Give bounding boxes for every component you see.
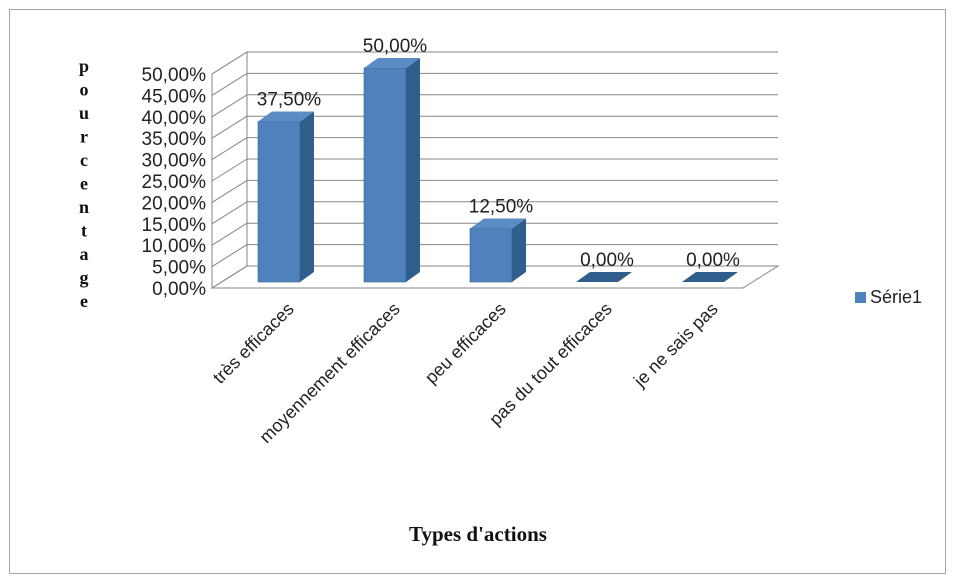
- data-label: 0,00%: [686, 250, 740, 271]
- y-axis-label-letter: e: [80, 291, 88, 311]
- y-tick-label: 40,00%: [142, 108, 207, 129]
- category-label: peu efficaces: [421, 299, 510, 388]
- y-tick-label: 25,00%: [142, 172, 207, 193]
- chart-frame: [9, 9, 946, 574]
- gridline-depth: [211, 179, 248, 203]
- y-axis-label-letter: a: [80, 244, 89, 264]
- y-axis-label-letter: o: [80, 80, 89, 100]
- data-label: 50,00%: [363, 36, 428, 57]
- category-label: pas du tout efficaces: [485, 299, 616, 430]
- y-tick-label: 35,00%: [142, 129, 207, 150]
- y-axis-label-letter: r: [80, 127, 88, 147]
- y-tick-label: 30,00%: [142, 151, 207, 172]
- bars: [257, 58, 738, 283]
- y-axis-label-letter: p: [79, 56, 89, 76]
- gridline-depth: [211, 51, 248, 75]
- y-tick-label: 10,00%: [142, 236, 207, 257]
- legend-swatch: [855, 292, 866, 303]
- y-axis-label-letter: g: [80, 268, 89, 288]
- y-axis-label-letter: t: [81, 221, 87, 241]
- gridline-depth: [211, 94, 248, 118]
- y-tick-label: 5,00%: [152, 258, 206, 279]
- data-labels: 37,50% 50,00% 12,50% 0,00% 0,00%: [257, 36, 740, 271]
- y-axis-label-letter: c: [80, 150, 88, 170]
- gridline-depth: [211, 72, 248, 96]
- bar: [576, 272, 632, 282]
- data-label: 0,00%: [580, 250, 634, 271]
- y-axis-label-letter: e: [80, 174, 88, 194]
- gridline-depth: [211, 265, 248, 289]
- y-tick-label: 20,00%: [142, 193, 207, 214]
- y-tick-label: 50,00%: [142, 65, 207, 86]
- gridline-depth: [211, 158, 248, 182]
- y-tick-label: 0,00%: [152, 279, 206, 300]
- y-tick-label: 15,00%: [142, 215, 207, 236]
- gridline-depth: [211, 222, 248, 246]
- category-label: très efficaces: [209, 299, 298, 388]
- gridline-depth: [211, 201, 248, 225]
- y-tick-label: 45,00%: [142, 86, 207, 107]
- y-axis-tick-labels: 0,00%5,00%10,00%15,00%20,00%25,00%30,00%…: [142, 65, 207, 300]
- gridline-depth: [211, 115, 248, 139]
- legend-entry-serie1: Série1: [870, 287, 922, 307]
- category-label: je ne sais pas: [629, 299, 722, 392]
- bar: [469, 218, 526, 283]
- gridlines: [211, 51, 778, 289]
- bar: [682, 272, 738, 282]
- data-label: 12,50%: [469, 197, 534, 218]
- gridline-depth: [211, 137, 248, 161]
- data-label: 37,50%: [257, 90, 322, 111]
- x-axis-title: Types d'actions: [409, 522, 547, 546]
- gridline-depth: [211, 244, 248, 268]
- y-axis-label-letter: n: [79, 197, 89, 217]
- bar: [363, 58, 420, 283]
- legend: Série1: [855, 287, 922, 307]
- bar: [257, 111, 314, 283]
- y-axis-label-letter: u: [79, 103, 89, 123]
